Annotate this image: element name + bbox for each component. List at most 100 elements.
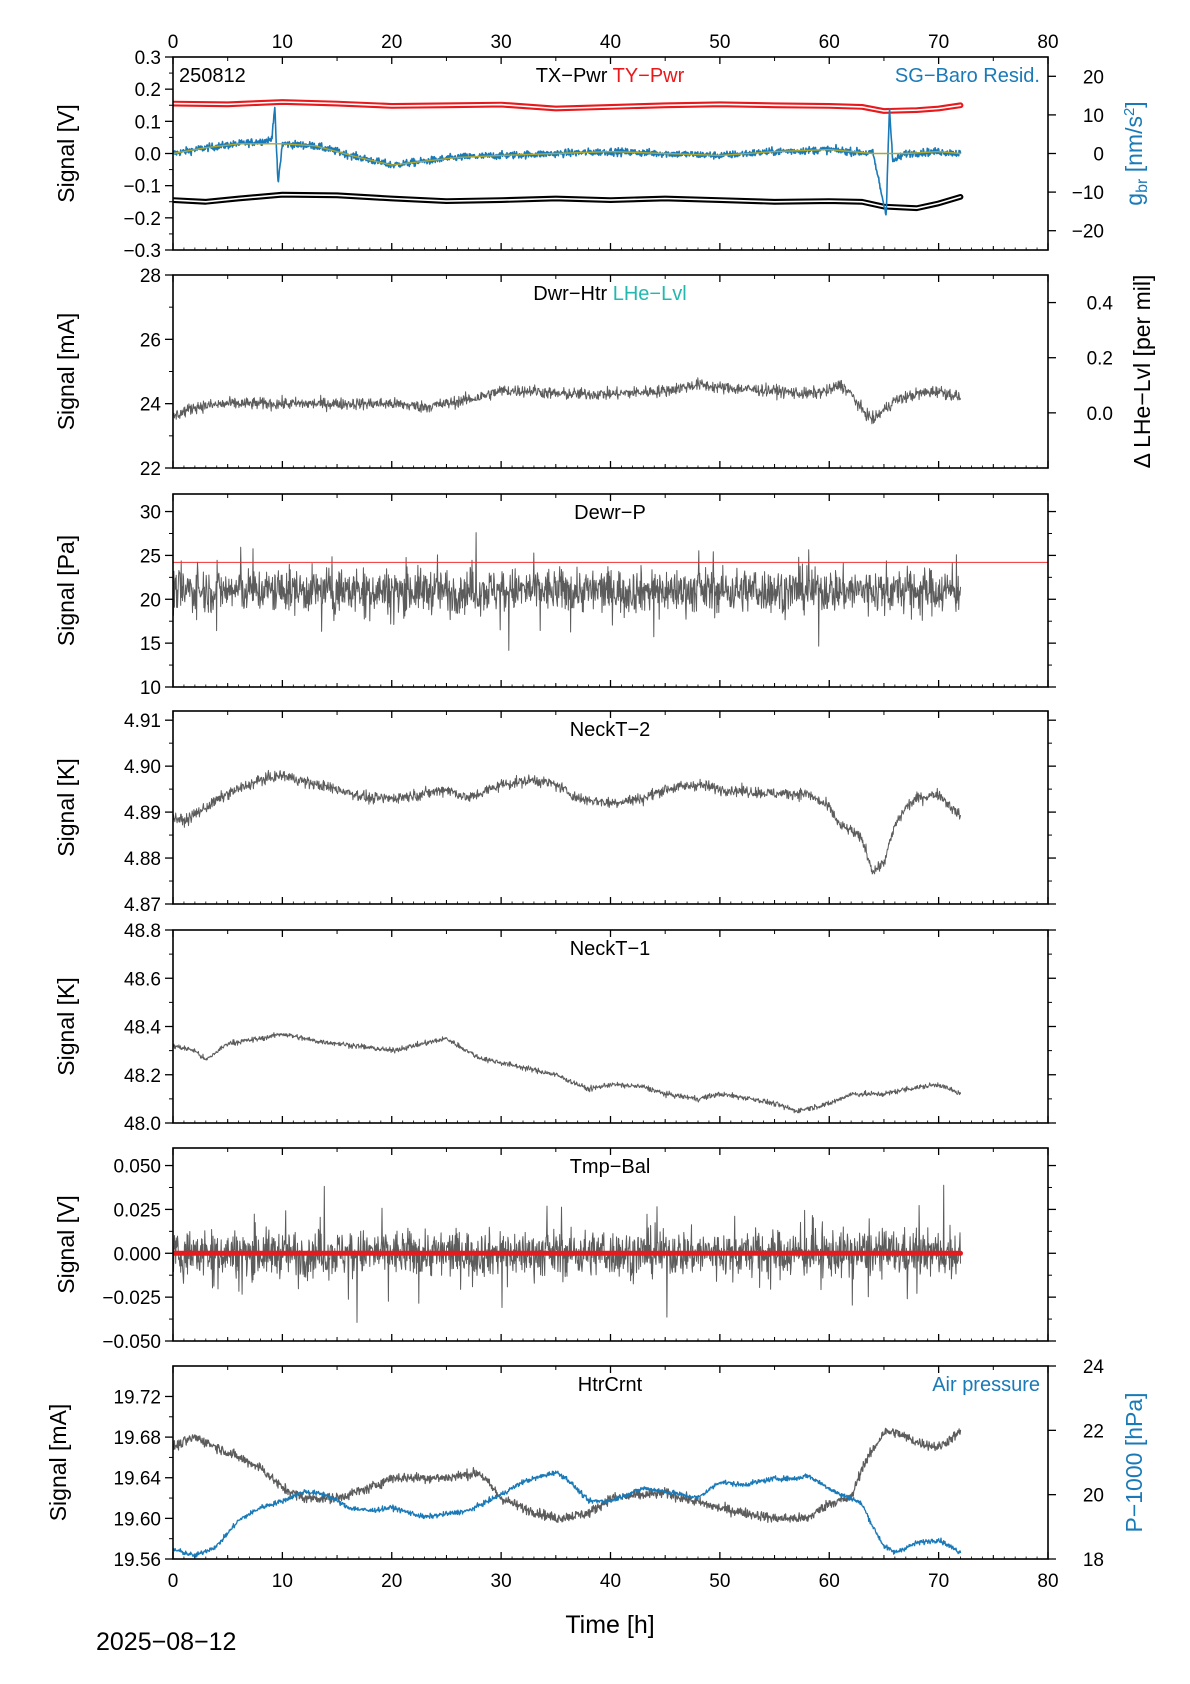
x-tick-label: 80	[1037, 32, 1058, 53]
y-tick-label: −0.025	[102, 1288, 161, 1309]
series-0-line	[173, 1032, 961, 1114]
panel-plot-area	[173, 532, 1048, 651]
legend-entry: Dewr−P	[574, 502, 646, 524]
legend-entry: HtrCrnt	[578, 1374, 643, 1396]
right-y-axis-label: gbr [nm/s2]	[1121, 101, 1151, 205]
series-3-line	[173, 143, 962, 166]
x-tick-label: 10	[272, 1571, 293, 1592]
legend: NeckT−1	[570, 938, 651, 960]
y-tick-label: 25	[140, 546, 161, 567]
panel-neckt1: 48.0 48.2 48.4 48.6 48.8 Signal [K] NeckT−1	[53, 921, 1056, 1135]
x-tick-label: 70	[928, 32, 949, 53]
x-tick-label: 60	[819, 32, 840, 53]
series-0-line	[173, 1184, 961, 1323]
x-tick-label: 20	[381, 32, 402, 53]
right-y-tick-label: 0.2	[1087, 349, 1113, 370]
panel-plot-area	[173, 377, 961, 425]
x-tick-label: 50	[709, 32, 730, 53]
series-0-line	[173, 532, 961, 651]
y-axis-label: Signal [mA]	[53, 313, 79, 431]
y-tick-label: 19.72	[113, 1387, 161, 1408]
x-tick-label: 70	[928, 1571, 949, 1592]
y-tick-label: 4.88	[124, 849, 161, 870]
x-tick-label: 50	[709, 1571, 730, 1592]
x-tick-label: 40	[600, 1571, 621, 1592]
legend: HtrCrnt	[578, 1374, 643, 1396]
y-tick-label: 0.3	[135, 48, 161, 69]
y-tick-label: −0.1	[123, 177, 161, 198]
y-tick-label: 19.68	[113, 1428, 161, 1449]
y-tick-label: 19.64	[113, 1469, 161, 1490]
x-tick-label: 10	[272, 32, 293, 53]
legend: Dewr−P	[574, 502, 646, 524]
right-y-tick-label: 10	[1083, 106, 1104, 127]
y-tick-label: 4.90	[124, 757, 161, 778]
y-tick-label: 10	[140, 678, 161, 699]
series-0-line	[173, 1427, 962, 1523]
series-1-line	[173, 1470, 962, 1559]
series-2-line	[173, 106, 962, 216]
panel-tmp_bal: −0.050 −0.025 0.000 0.025 0.050 Signal [V] Tmp…	[53, 1147, 1056, 1353]
x-tick-label: 80	[1037, 1571, 1058, 1592]
right-y-axis-label: Δ LHe−Lvl [per mil]	[1129, 275, 1155, 469]
x-tick-label: 60	[819, 1571, 840, 1592]
y-tick-label: 22	[140, 459, 161, 480]
y-tick-label: 0.2	[135, 80, 161, 101]
right-y-tick-label: 22	[1083, 1421, 1104, 1442]
y-tick-label: 48.8	[124, 921, 161, 942]
y-tick-label: 0.1	[135, 112, 161, 133]
panel-plot-area	[173, 1032, 961, 1114]
y-tick-label: 30	[140, 503, 161, 524]
x-tick-label: 0	[168, 1571, 179, 1592]
legend-entry: LHe−Lvl	[607, 283, 687, 305]
y-tick-label: −0.2	[123, 209, 161, 230]
x-tick-label: 30	[491, 1571, 512, 1592]
panel-plot-area	[173, 769, 961, 875]
legend: NeckT−2	[570, 719, 651, 741]
series-0-line	[173, 769, 961, 875]
legend-right: Air pressure	[932, 1374, 1040, 1396]
y-tick-label: 0.025	[113, 1200, 161, 1221]
y-tick-label: 48.6	[124, 969, 161, 990]
x-tick-label: 40	[600, 32, 621, 53]
y-tick-label: 4.89	[124, 803, 161, 824]
legend-entry: NeckT−2	[570, 719, 651, 741]
right-y-tick-label: 0.4	[1087, 294, 1114, 315]
right-y-tick-label: −10	[1072, 183, 1104, 204]
right-y-tick-label: 18	[1083, 1550, 1104, 1571]
y-tick-label: −0.3	[123, 241, 161, 262]
panel-dwr_htr: 22 24 26 28 Signal [mA] 0.0 0.2 0.4 Δ LHe−Lvl [p…	[53, 266, 1155, 480]
chart-panels: 0 10 20 30 40 50 60 70 80 −0.3 −0.2 −0.1 0.0 0.1 0.2 0.…	[45, 32, 1155, 1592]
legend: Dwr−Htr LHe−Lvl	[533, 283, 686, 305]
legend-right: SG−Baro Resid.	[895, 65, 1040, 87]
y-tick-label: 0.0	[135, 145, 161, 166]
y-tick-label: 48.0	[124, 1114, 161, 1135]
panel-plot-area	[173, 99, 964, 216]
y-tick-label: 15	[140, 634, 161, 655]
y-tick-label: 28	[140, 266, 161, 287]
y-tick-label: 0.050	[113, 1157, 161, 1178]
footer-date: 2025−08−12	[96, 1628, 236, 1656]
legend-entry: TY−Pwr	[607, 65, 684, 87]
y-tick-label: 0.000	[113, 1244, 161, 1265]
y-tick-label: 19.60	[113, 1509, 161, 1530]
right-y-tick-label: 20	[1083, 67, 1104, 88]
right-y-tick-label: 0	[1093, 145, 1104, 166]
legend: TX−Pwr TY−Pwr	[536, 65, 685, 87]
series-0-line	[173, 377, 961, 425]
panel-plot-area	[173, 1184, 963, 1323]
right-y-tick-label: 0.0	[1087, 404, 1113, 425]
right-y-tick-label: 24	[1083, 1357, 1105, 1378]
legend-entry: NeckT−1	[570, 938, 651, 960]
right-y-axis-label: P−1000 [hPa]	[1121, 1392, 1147, 1532]
legend-entry: TX−Pwr	[536, 65, 608, 87]
legend-entry: Dwr−Htr	[533, 283, 607, 305]
panel-neckt2: 4.87 4.88 4.89 4.90 4.91 Signal [K] NeckT−2	[53, 710, 1056, 916]
y-axis-label: Signal [K]	[53, 758, 79, 856]
panel-tilt: 0 10 20 30 40 50 60 70 80 −0.3 −0.2 −0.1 0.0 0.1 0.2 0.…	[53, 32, 1151, 262]
panel-htr_crnt: 0 10 20 30 40 50 60 70 80 19.56 19.60 19.64 19.68 19.…	[45, 1357, 1147, 1592]
x-axis-label: Time [h]	[565, 1611, 654, 1639]
right-y-tick-label: −20	[1072, 222, 1104, 243]
y-tick-label: 48.2	[124, 1066, 161, 1087]
y-axis-label: Signal [mA]	[45, 1404, 71, 1522]
